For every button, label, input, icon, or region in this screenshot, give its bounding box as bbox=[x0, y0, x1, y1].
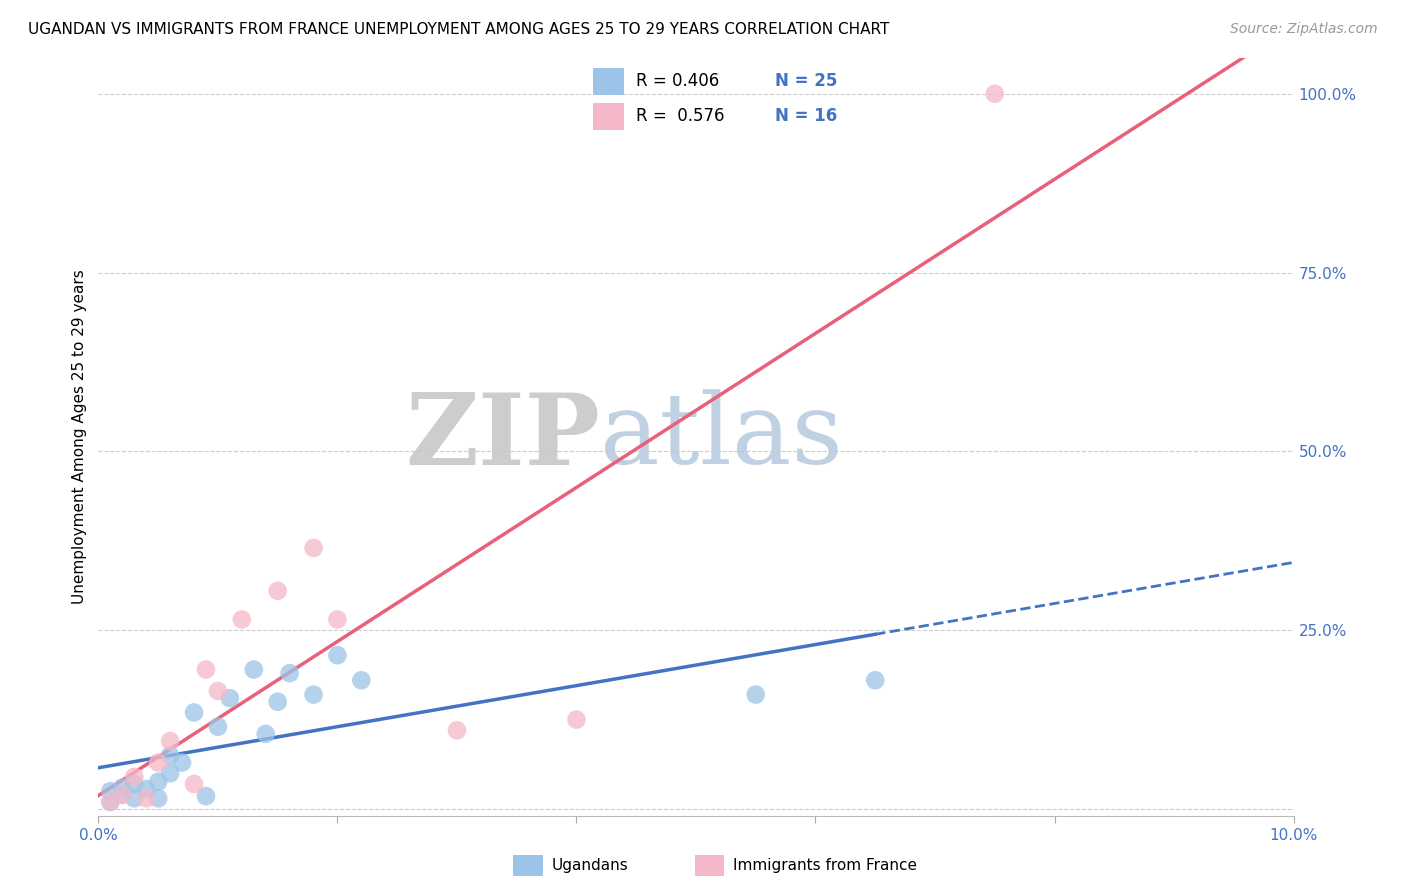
Point bbox=[207, 720, 229, 734]
Point bbox=[302, 541, 325, 555]
Point bbox=[124, 777, 146, 791]
Point bbox=[350, 673, 373, 688]
Point bbox=[243, 663, 266, 677]
Point bbox=[745, 688, 768, 702]
Point bbox=[111, 780, 134, 795]
Text: Immigrants from France: Immigrants from France bbox=[733, 858, 917, 872]
Text: ZIP: ZIP bbox=[405, 389, 600, 485]
Point bbox=[148, 756, 170, 770]
Y-axis label: Unemployment Among Ages 25 to 29 years: Unemployment Among Ages 25 to 29 years bbox=[72, 269, 87, 605]
Point bbox=[278, 666, 301, 681]
Point bbox=[135, 782, 157, 797]
Point bbox=[195, 789, 218, 804]
Point bbox=[195, 663, 218, 677]
Text: R =  0.576: R = 0.576 bbox=[636, 107, 724, 125]
Point bbox=[565, 713, 588, 727]
Point bbox=[219, 691, 242, 706]
Point bbox=[183, 777, 205, 791]
Point bbox=[124, 770, 146, 784]
Point bbox=[231, 612, 253, 626]
Point bbox=[984, 87, 1007, 101]
Bar bbox=[695, 855, 724, 876]
Text: N = 16: N = 16 bbox=[775, 107, 838, 125]
Point bbox=[111, 788, 134, 802]
Bar bbox=[513, 855, 543, 876]
Point bbox=[148, 775, 170, 789]
Point bbox=[207, 684, 229, 698]
Point bbox=[159, 766, 181, 780]
Point bbox=[302, 688, 325, 702]
Point bbox=[267, 695, 290, 709]
Text: Ugandans: Ugandans bbox=[551, 858, 628, 872]
Text: atlas: atlas bbox=[600, 389, 844, 485]
Point bbox=[98, 795, 122, 809]
Point bbox=[326, 612, 349, 626]
Text: N = 25: N = 25 bbox=[775, 72, 838, 90]
Point bbox=[111, 788, 134, 802]
Point bbox=[172, 756, 194, 770]
Bar bbox=[593, 103, 624, 130]
Point bbox=[159, 734, 181, 748]
Point bbox=[124, 791, 146, 805]
Text: UGANDAN VS IMMIGRANTS FROM FRANCE UNEMPLOYMENT AMONG AGES 25 TO 29 YEARS CORRELA: UGANDAN VS IMMIGRANTS FROM FRANCE UNEMPL… bbox=[28, 22, 890, 37]
Point bbox=[98, 784, 122, 798]
Point bbox=[183, 706, 205, 720]
Text: Source: ZipAtlas.com: Source: ZipAtlas.com bbox=[1230, 22, 1378, 37]
Point bbox=[446, 723, 468, 738]
Bar bbox=[593, 68, 624, 95]
Point bbox=[148, 791, 170, 805]
Text: R = 0.406: R = 0.406 bbox=[636, 72, 720, 90]
Point bbox=[254, 727, 277, 741]
Point bbox=[326, 648, 349, 663]
Point bbox=[98, 795, 122, 809]
Point bbox=[865, 673, 887, 688]
Point bbox=[135, 791, 157, 805]
Point bbox=[267, 583, 290, 598]
Point bbox=[159, 748, 181, 763]
